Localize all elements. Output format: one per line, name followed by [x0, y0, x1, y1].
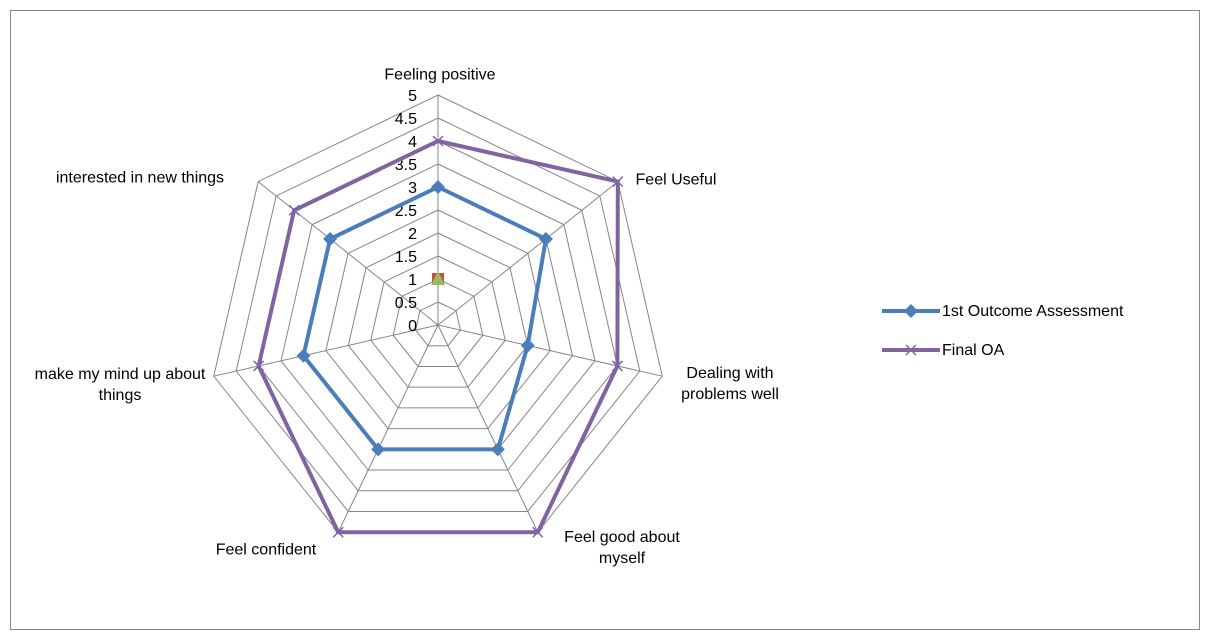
- r-tick-label: 5: [408, 88, 417, 105]
- marker: [323, 231, 338, 246]
- series-line: [301, 185, 548, 452]
- category-label: make my mind up about things: [34, 366, 206, 404]
- marker: [904, 304, 918, 318]
- category-label: interested in new things: [55, 169, 225, 187]
- grid-ring: [392, 278, 484, 367]
- category-label: Feel good about myself: [564, 529, 680, 567]
- r-tick-label: 4.5: [395, 111, 417, 128]
- spoke: [337, 324, 439, 533]
- spoke: [437, 181, 619, 326]
- grid-ring: [370, 255, 506, 388]
- legend-label: Final OA: [942, 342, 1005, 359]
- marker: [253, 360, 265, 372]
- grid-ring: [325, 209, 551, 430]
- category-label: Feel Useful: [635, 171, 717, 189]
- spoke: [437, 324, 663, 377]
- r-tick-label: 4: [408, 134, 417, 151]
- r-tick-label: 0.5: [395, 295, 417, 312]
- marker: [371, 442, 386, 457]
- marker: [288, 204, 300, 216]
- category-label: Dealing with problems well: [681, 365, 779, 403]
- r-tick-label: 3.5: [395, 157, 417, 174]
- marker: [490, 442, 505, 457]
- spoke: [213, 324, 439, 377]
- marker: [538, 231, 553, 246]
- r-tick-label: 0: [408, 318, 417, 335]
- r-tick-label: 3: [408, 180, 417, 197]
- marker: [296, 348, 311, 363]
- r-tick-label: 1.5: [395, 249, 417, 266]
- legend-label: 1st Outcome Assessment: [942, 303, 1124, 320]
- spoke: [257, 181, 439, 326]
- marker: [332, 526, 344, 538]
- chart-border: [10, 10, 1200, 630]
- grid-ring: [235, 117, 641, 513]
- marker: [532, 526, 544, 538]
- grid-ring: [280, 163, 596, 471]
- series-line: [256, 139, 620, 535]
- marker: [611, 360, 623, 372]
- r-tick-label: 1: [408, 272, 417, 289]
- category-label: Feel confident: [215, 541, 317, 559]
- r-tick-label: 2: [408, 226, 417, 243]
- marker: [432, 135, 444, 147]
- category-label: Feeling positive: [384, 66, 496, 84]
- spoke: [437, 324, 539, 533]
- marker: [520, 338, 535, 353]
- grid-ring: [347, 232, 529, 409]
- marker: [905, 344, 917, 356]
- marker: [431, 271, 445, 285]
- marker: [431, 180, 445, 194]
- grid-ring: [415, 301, 461, 347]
- marker: [612, 176, 624, 188]
- r-tick-label: 2.5: [395, 203, 417, 220]
